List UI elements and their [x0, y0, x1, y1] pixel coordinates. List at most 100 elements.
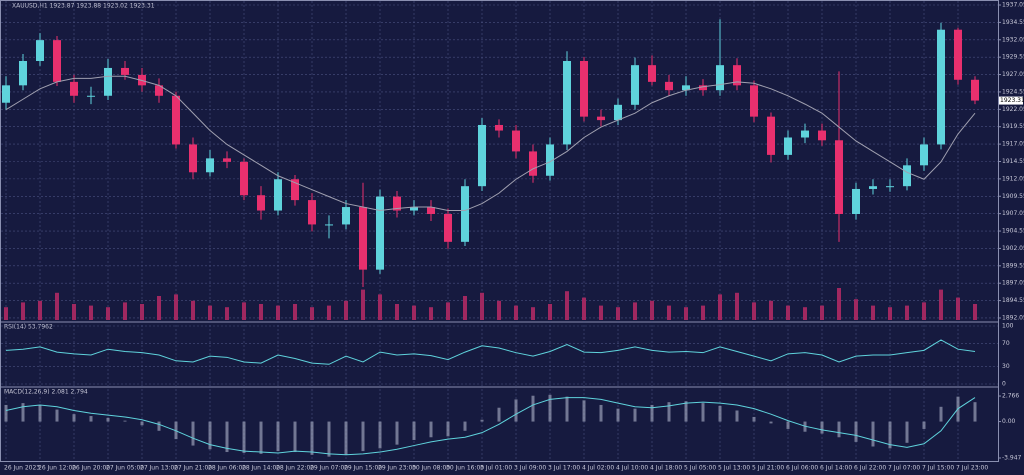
y-tick-label: 1904.55 [1002, 228, 1024, 235]
macd-histogram [4, 404, 8, 422]
x-tick-label: 3 Jul 09:00 [514, 465, 546, 472]
macd-histogram [361, 421, 365, 452]
macd-histogram [905, 421, 909, 443]
candle-body [631, 65, 639, 105]
candle-body [597, 116, 605, 121]
macd-histogram [616, 408, 620, 422]
x-tick-label: 7 Jul 23:00 [956, 465, 988, 472]
x-tick-label: 28 Jun 14:00 [242, 465, 280, 472]
macd-histogram [565, 396, 569, 422]
macd-tick-label: 0.00 [1002, 418, 1016, 425]
macd-histogram [633, 408, 637, 422]
candle-body [172, 95, 180, 145]
rsi-tick-label: 70 [1002, 340, 1010, 347]
macd-label: MACD(12,26,9) 2.081 2.794 [4, 389, 88, 396]
volume-bar [412, 305, 416, 320]
macd-histogram [72, 414, 76, 422]
y-tick-label: 1914.55 [1002, 158, 1024, 165]
volume-bar [123, 302, 127, 320]
candle-body [665, 81, 673, 91]
y-tick-label: 1917.05 [1002, 141, 1024, 148]
x-tick-label: 6 Jul 14:00 [820, 465, 852, 472]
x-tick-label: 29 Jun 15:00 [344, 465, 382, 472]
candle-body [104, 67, 112, 96]
candle-body [852, 188, 860, 215]
candle-body [325, 224, 333, 226]
macd-histogram [242, 421, 246, 453]
volume-bar [973, 304, 977, 320]
x-tick-label: 26 Jun 2023 [4, 465, 40, 472]
volume-bar [225, 307, 229, 320]
candle-body [393, 196, 401, 211]
volume-bar [531, 307, 535, 320]
macd-histogram [276, 421, 280, 452]
rsi-line [5, 339, 976, 365]
candle-body [155, 85, 163, 96]
macd-histogram [140, 421, 144, 426]
volume-bar [735, 292, 739, 320]
macd-histogram [684, 401, 688, 422]
volume-bar [72, 304, 76, 320]
macd-histogram [55, 409, 59, 422]
x-tick-label: 5 Jul 13:00 [718, 465, 750, 472]
macd-histogram [786, 421, 790, 429]
y-tick-label: 1909.55 [1002, 193, 1024, 200]
volume-bar [497, 300, 501, 320]
candle-body [70, 81, 78, 96]
macd-histogram [378, 421, 382, 449]
chart-title: XAUUSD,H1 1923.87 1923.88 1923.02 1923.3… [12, 3, 155, 10]
volume-bar [718, 294, 722, 320]
y-tick-label: 1907.05 [1002, 210, 1024, 217]
macd-histogram [191, 421, 195, 446]
y-tick-label: 1922.05 [1002, 106, 1024, 113]
x-tick-label: 4 Jul 10:00 [616, 465, 648, 472]
volume-bar [429, 307, 433, 320]
candle-body [19, 60, 27, 86]
x-tick-label: 29 Jun 07:00 [310, 465, 348, 472]
volume-bar [956, 297, 960, 320]
candle-body [784, 137, 792, 155]
volume-bar [548, 304, 552, 320]
x-tick-label: 27 Jun 13:00 [140, 465, 178, 472]
y-tick-label: 1899.55 [1002, 262, 1024, 269]
volume-bar [871, 305, 875, 320]
candle-body [903, 165, 911, 187]
macd-histogram [395, 421, 399, 445]
candle-body [512, 130, 520, 152]
y-tick-label: 1924.55 [1002, 88, 1024, 95]
macd-histogram [701, 403, 705, 422]
candle-body [614, 104, 622, 121]
x-tick-label: 6 Jul 06:00 [786, 465, 818, 472]
x-tick-label: 7 Jul 07:00 [888, 465, 920, 472]
macd-histogram [888, 421, 892, 449]
volume-bar [667, 305, 671, 320]
volume-bar [157, 296, 161, 320]
macd-histogram [327, 421, 331, 457]
volume-bar [310, 307, 314, 320]
candle-body [308, 200, 316, 225]
candle-body [427, 207, 435, 215]
last-price: 1923.31 [1000, 97, 1024, 104]
candle-body [920, 144, 928, 166]
rsi-tick-label: 0 [1002, 381, 1006, 388]
x-tick-label: 6 Jul 22:00 [854, 465, 886, 472]
candle-body [971, 79, 979, 101]
macd-signal [5, 397, 976, 456]
candle-body [36, 40, 44, 61]
y-tick-label: 1934.55 [1002, 19, 1024, 26]
y-tick-label: 1892.05 [1002, 314, 1024, 321]
macd-histogram [939, 406, 943, 422]
volume-bar [242, 302, 246, 320]
candle-body [2, 85, 10, 103]
y-tick-label: 1912.05 [1002, 175, 1024, 182]
macd-histogram [89, 416, 93, 422]
volume-bar [327, 305, 331, 320]
macd-histogram [582, 400, 586, 422]
candle-body [818, 130, 826, 141]
macd-histogram [429, 421, 433, 438]
x-tick-label: 26 Jun 20:00 [72, 465, 110, 472]
macd-histogram [514, 399, 518, 422]
candle-body [835, 140, 843, 215]
y-tick-label: 1894.55 [1002, 297, 1024, 304]
